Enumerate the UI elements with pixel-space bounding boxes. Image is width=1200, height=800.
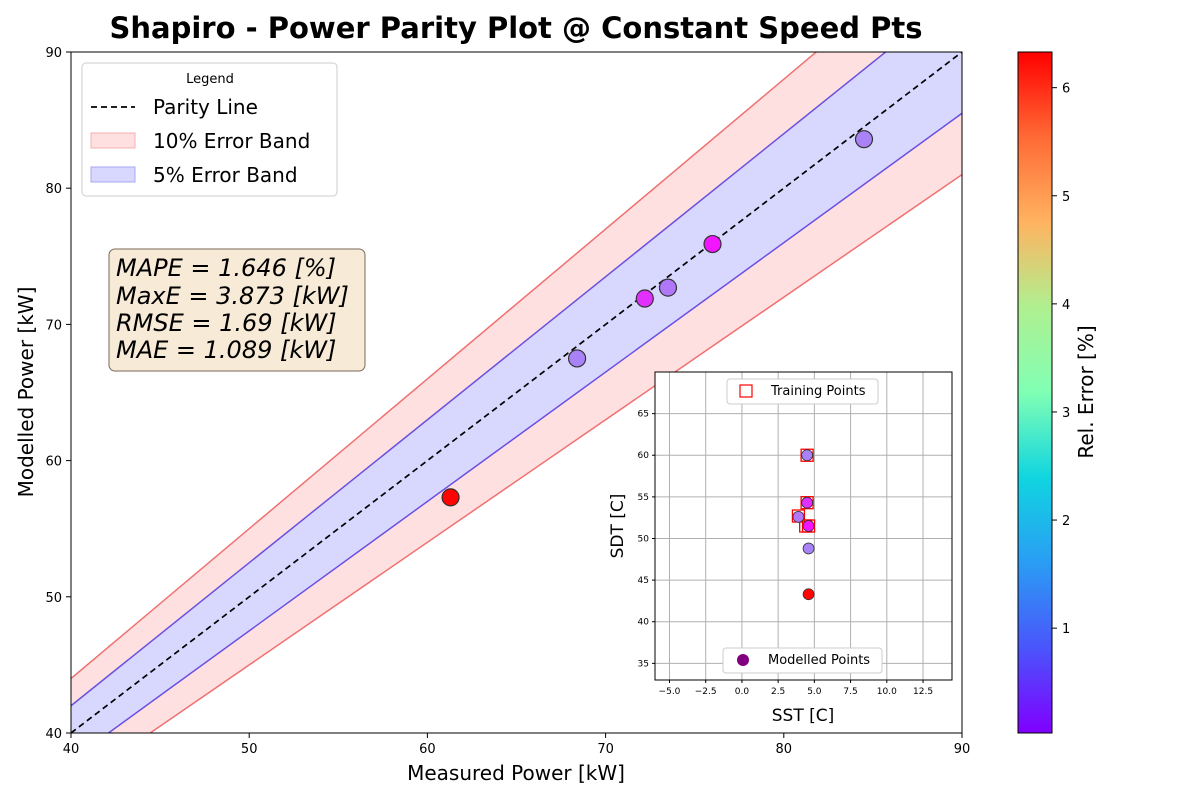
inset-legend-training-marker	[739, 384, 753, 398]
inset-x-tick-label: −5.0	[659, 687, 681, 697]
legend: Legend Parity Line 10% Error Band 5% Err…	[81, 62, 338, 197]
inset-x-tick-label: 12.5	[913, 687, 933, 697]
main-y-tick-label: 60	[45, 455, 62, 470]
inset-training-point-4	[801, 519, 816, 533]
main-x-tick-label: 60	[419, 742, 436, 757]
main-point-0	[441, 488, 460, 507]
colorbar-label: Rel. Error [%]	[1074, 325, 1098, 458]
inset-x-tick-label: −2.5	[695, 687, 717, 697]
inset-plot: −5.0 −2.5 0.0 2.5 5.0 7.5 10.0 12.5 35 40 45 50 55 6…	[608, 371, 953, 726]
inset-modelled-points	[792, 449, 815, 601]
inset-legend-training-box	[726, 378, 879, 405]
main-x-tick-label: 90	[954, 742, 971, 757]
stat-mae: MAE = 1.089 [kW]	[116, 336, 336, 364]
parity-line	[71, 52, 962, 733]
colorbar-tick-label: 3	[1062, 406, 1070, 421]
error-band-10-upper-edge	[71, 52, 818, 680]
legend-band5-swatch	[90, 166, 136, 183]
inset-y-tick-label: 55	[638, 493, 649, 503]
stats-box-bg	[108, 248, 366, 372]
main-x-tick-label: 50	[241, 742, 258, 757]
legend-band10-label: 10% Error Band	[153, 129, 310, 153]
inset-modelled-point-3	[802, 520, 815, 532]
main-y-tick-label: 90	[45, 46, 62, 61]
inset-legend-modelled-box	[722, 647, 883, 674]
inset-frame	[654, 371, 953, 681]
error-band-5-lower-edge	[107, 112, 962, 733]
main-y-ticks: 40 50 60 70 80 90	[45, 46, 71, 742]
main-x-ticks: 40 50 60 70 80 90	[63, 733, 971, 757]
inset-x-tick-label: 0.0	[735, 687, 750, 697]
legend-band10-swatch	[90, 132, 136, 149]
inset-y-ticks: 35 40 45 50 55 60 65	[638, 410, 655, 669]
main-point-3	[658, 278, 678, 297]
legend-box	[81, 62, 338, 197]
colorbar: 1 2 3 4 5 6 Rel. Error [%]	[1017, 51, 1098, 734]
inset-modelled-point-1	[801, 496, 814, 509]
inset-x-tick-label: 10.0	[877, 687, 897, 697]
colorbar-tick-label: 2	[1062, 514, 1070, 529]
main-y-tick-label: 80	[45, 182, 62, 197]
main-y-tick-label: 50	[45, 591, 62, 606]
main-x-tick-label: 70	[597, 742, 614, 757]
inset-x-tick-label: 7.5	[843, 687, 857, 697]
inset-legend-modelled-label: Modelled Points	[768, 653, 870, 668]
colorbar-ticks: 1 2 3 4 5 6	[1052, 82, 1070, 637]
inset-y-tick-label: 35	[638, 659, 649, 669]
inset-x-ticks: −5.0 −2.5 0.0 2.5 5.0 7.5 10.0 12.5	[659, 680, 933, 697]
main-x-tick-label: 80	[776, 742, 793, 757]
colorbar-tick-label: 5	[1062, 190, 1070, 205]
inset-x-tick-label: 5.0	[807, 687, 822, 697]
stats-box: MAPE = 1.646 [%] MaxE = 3.873 [kW] RMSE …	[108, 248, 366, 372]
colorbar-tick-label: 6	[1062, 82, 1070, 97]
inset-training-point-0	[800, 448, 814, 462]
main-point-1	[567, 349, 587, 368]
legend-title: Legend	[186, 72, 234, 87]
error-band-10-lower-edge	[148, 173, 962, 733]
legend-band5-label: 5% Error Band	[153, 163, 298, 187]
inset-modelled-point-5	[802, 588, 815, 601]
inset-y-tick-label: 65	[638, 410, 649, 420]
main-points	[441, 130, 874, 507]
inset-modelled-point-2	[792, 510, 805, 523]
error-band-5-upper-edge	[71, 52, 887, 707]
y-axis-label: Modelled Power [kW]	[14, 287, 38, 498]
main-y-tick-label: 40	[45, 727, 62, 742]
inset-grid	[655, 372, 952, 680]
main-plot-frame	[70, 51, 963, 734]
inset-legend-training: Training Points	[726, 378, 879, 405]
main-point-4	[703, 234, 722, 254]
inset-legend-modelled: Modelled Points	[722, 647, 883, 674]
inset-legend-modelled-marker	[737, 654, 749, 666]
stat-rmse: RMSE = 1.69 [kW]	[116, 309, 337, 337]
stat-mape: MAPE = 1.646 [%]	[116, 254, 336, 282]
inset-x-tick-label: 2.5	[771, 687, 785, 697]
chart-title: Shapiro - Power Parity Plot @ Constant S…	[110, 11, 923, 45]
legend-parity-label: Parity Line	[153, 95, 258, 119]
inset-x-axis-label: SST [C]	[772, 706, 835, 726]
stat-maxe: MaxE = 3.873 [kW]	[116, 282, 349, 310]
x-axis-label: Measured Power [kW]	[407, 761, 625, 785]
inset-training-point-1	[800, 496, 814, 510]
inset-modelled-point-4	[802, 542, 815, 555]
inset-modelled-point-0	[801, 449, 814, 462]
inset-legend-training-label: Training Points	[770, 384, 866, 399]
inset-y-tick-label: 50	[638, 534, 650, 544]
colorbar-tick-label: 4	[1062, 298, 1070, 313]
inset-y-axis-label: SDT [C]	[608, 494, 628, 559]
inset-y-tick-label: 45	[638, 576, 649, 586]
main-point-2	[635, 289, 654, 308]
colorbar-tick-label: 1	[1062, 622, 1070, 637]
inset-y-tick-label: 40	[638, 618, 650, 628]
main-y-tick-label: 70	[45, 318, 62, 333]
inset-y-tick-label: 60	[638, 451, 650, 461]
colorbar-gradient	[1017, 51, 1053, 734]
main-x-tick-label: 40	[63, 742, 80, 757]
main-point-5	[854, 130, 874, 149]
main-plot: 40 50 60 70 80 90 40 50 60 70 80 90 Measured Power…	[14, 46, 971, 785]
